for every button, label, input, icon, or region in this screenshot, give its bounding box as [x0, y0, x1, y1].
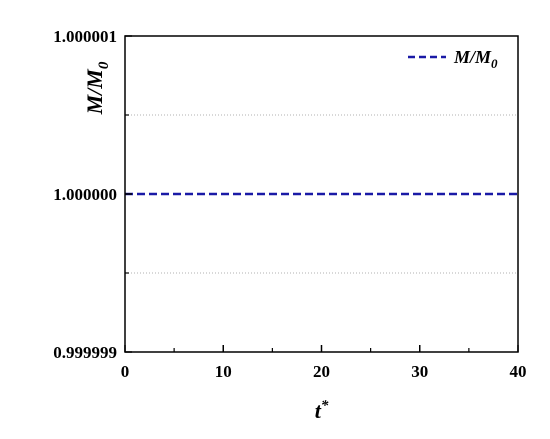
- x-tick-label: 40: [510, 362, 527, 381]
- y-tick-label: 0.999999: [53, 343, 117, 362]
- legend: M/M0: [408, 47, 498, 71]
- legend-label-sub: 0: [491, 56, 498, 71]
- x-axis-label-sup: *: [321, 398, 329, 414]
- x-tick-label: 0: [121, 362, 130, 381]
- y-axis-label: M/M0: [82, 61, 112, 115]
- x-tick-label: 10: [215, 362, 232, 381]
- legend-label: M/M0: [453, 47, 498, 71]
- legend-label-main: M/M: [453, 47, 492, 67]
- x-axis-ticks: 0 10 20 30 40: [121, 345, 527, 381]
- y-axis-label-main: M/M: [82, 68, 107, 116]
- y-axis-label-sub: 0: [96, 61, 112, 69]
- x-axis-label-main: t: [315, 398, 322, 423]
- x-tick-label: 20: [313, 362, 330, 381]
- y-tick-label: 1.000000: [53, 185, 117, 204]
- x-tick-label: 30: [411, 362, 428, 381]
- y-tick-label: 1.000001: [53, 27, 117, 46]
- grid-lines: [125, 114, 518, 274]
- y-axis-ticks: 0.999999 1.000000 1.000001: [53, 27, 132, 362]
- x-axis-label: t*: [315, 398, 329, 423]
